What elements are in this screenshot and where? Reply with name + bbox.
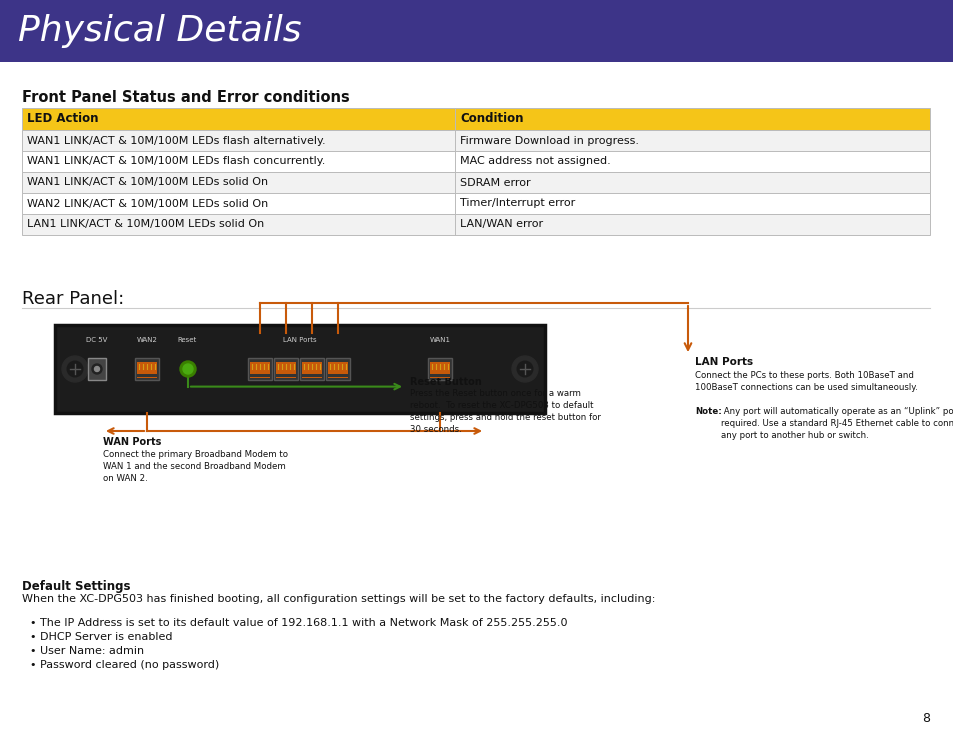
Text: Front Panel Status and Error conditions: Front Panel Status and Error conditions	[22, 90, 350, 105]
Bar	[22, 193, 929, 214]
Bar	[302, 362, 322, 378]
Text: LAN Ports: LAN Ports	[283, 337, 316, 343]
Circle shape	[62, 356, 88, 382]
Text: WAN1 LINK/ACT & 10M/100M LEDs solid On: WAN1 LINK/ACT & 10M/100M LEDs solid On	[27, 178, 268, 187]
Text: WAN1 LINK/ACT & 10M/100M LEDs flash concurrently.: WAN1 LINK/ACT & 10M/100M LEDs flash conc…	[27, 156, 325, 167]
Bar	[22, 151, 929, 172]
Bar	[22, 130, 929, 151]
Text: Condition: Condition	[459, 112, 523, 125]
Bar	[22, 108, 929, 130]
Bar	[430, 374, 450, 377]
Text: When the XC-DPG503 has finished booting, all configuration settings will be set : When the XC-DPG503 has finished booting,…	[22, 594, 655, 604]
Text: MAC address not assigned.: MAC address not assigned.	[459, 156, 610, 167]
Bar	[135, 358, 159, 380]
Text: Note:: Note:	[695, 407, 721, 416]
Text: LAN1 LINK/ACT & 10M/100M LEDs solid On: LAN1 LINK/ACT & 10M/100M LEDs solid On	[27, 219, 264, 230]
Text: WAN Ports: WAN Ports	[103, 437, 161, 447]
Text: • Password cleared (no password): • Password cleared (no password)	[30, 660, 219, 670]
Bar	[274, 358, 297, 380]
Text: LAN/WAN error: LAN/WAN error	[459, 219, 542, 230]
Text: LAN Ports: LAN Ports	[695, 357, 752, 367]
Circle shape	[183, 364, 193, 374]
Text: Connect the PCs to these ports. Both 10BaseT and
100BaseT connections can be use: Connect the PCs to these ports. Both 10B…	[695, 371, 917, 392]
Text: Connect the primary Broadband Modem to
WAN 1 and the second Broadband Modem
on W: Connect the primary Broadband Modem to W…	[103, 450, 288, 483]
Bar	[22, 214, 929, 235]
Circle shape	[94, 367, 99, 371]
Text: Default Settings: Default Settings	[22, 580, 131, 593]
Text: Any port will automatically operate as an “Uplink” port if
required. Use a stand: Any port will automatically operate as a…	[720, 407, 953, 441]
Bar	[275, 362, 295, 378]
Text: Timer/Interrupt error: Timer/Interrupt error	[459, 199, 575, 209]
Circle shape	[512, 356, 537, 382]
Bar	[250, 374, 270, 377]
Bar	[137, 374, 157, 377]
Bar	[137, 362, 157, 378]
Text: LED Action: LED Action	[27, 112, 98, 125]
Text: WAN2: WAN2	[136, 337, 157, 343]
Bar	[248, 358, 272, 380]
Text: Press the Reset button once for a warm
reboot.  To reset the XC-DPG503 to defaul: Press the Reset button once for a warm r…	[410, 389, 600, 434]
Text: • The IP Address is set to its default value of 192.168.1.1 with a Network Mask : • The IP Address is set to its default v…	[30, 618, 567, 628]
Bar	[328, 362, 348, 378]
Circle shape	[180, 361, 195, 377]
Text: • DHCP Server is enabled: • DHCP Server is enabled	[30, 632, 172, 642]
Text: Firmware Download in progress.: Firmware Download in progress.	[459, 136, 639, 145]
Text: WAN1: WAN1	[429, 337, 450, 343]
Bar	[250, 362, 270, 378]
Text: Rear Panel:: Rear Panel:	[22, 290, 124, 308]
Bar	[430, 362, 450, 378]
Text: DC 5V: DC 5V	[86, 337, 108, 343]
Circle shape	[517, 361, 532, 377]
Text: Reset: Reset	[177, 337, 196, 343]
Text: • User Name: admin: • User Name: admin	[30, 646, 144, 656]
Bar	[326, 358, 350, 380]
Bar	[22, 172, 929, 193]
Text: WAN2 LINK/ACT & 10M/100M LEDs solid On: WAN2 LINK/ACT & 10M/100M LEDs solid On	[27, 199, 268, 209]
Circle shape	[67, 361, 83, 377]
Bar	[328, 374, 348, 377]
Bar	[299, 358, 324, 380]
Bar	[428, 358, 452, 380]
Text: WAN1 LINK/ACT & 10M/100M LEDs flash alternatively.: WAN1 LINK/ACT & 10M/100M LEDs flash alte…	[27, 136, 325, 145]
Bar	[275, 374, 295, 377]
Bar	[302, 374, 322, 377]
Text: Reset Button: Reset Button	[410, 376, 481, 387]
Bar	[88, 358, 106, 380]
Text: SDRAM error: SDRAM error	[459, 178, 530, 187]
Bar	[0, 0, 953, 62]
Text: 8: 8	[921, 712, 929, 725]
Bar	[55, 325, 544, 413]
Circle shape	[91, 364, 102, 374]
Text: Physical Details: Physical Details	[18, 14, 301, 48]
